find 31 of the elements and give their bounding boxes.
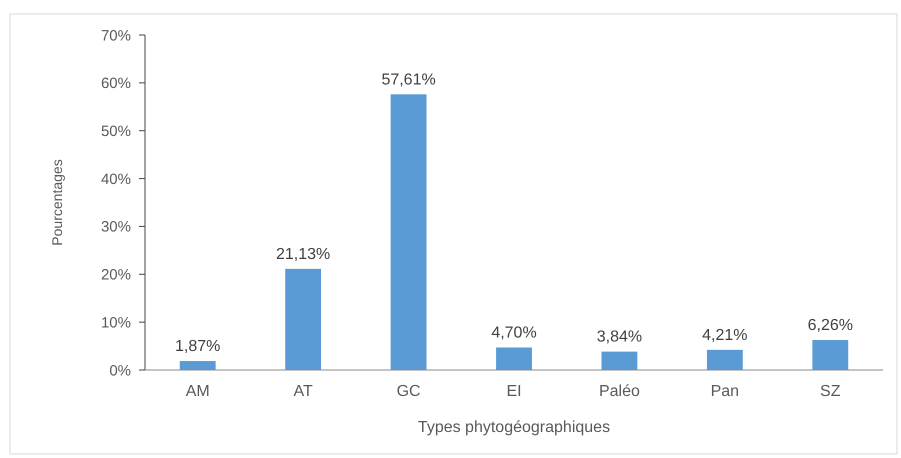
x-tick-label: Pan (710, 383, 740, 400)
data-label: 1,87% (175, 338, 220, 356)
bar (285, 268, 322, 370)
data-label: 4,70% (491, 324, 537, 342)
data-label: 4,21% (702, 326, 748, 344)
data-label: 21,13% (276, 246, 330, 263)
y-axis-title: Pourcentages (49, 159, 65, 246)
x-axis-title: Types phytogéographiques (418, 419, 610, 436)
x-tick-label: GC (396, 383, 421, 400)
bar (496, 348, 532, 370)
x-tick-label: SZ (820, 383, 841, 400)
bar (602, 352, 638, 370)
data-label: 57,61% (381, 71, 436, 88)
y-tick-label: 20% (100, 266, 131, 284)
bar (706, 350, 743, 370)
y-tick-label: 70% (100, 27, 131, 44)
y-tick-label: 40% (100, 170, 131, 188)
x-tick-label: AM (186, 383, 210, 400)
bar (180, 361, 216, 370)
y-tick-label: 10% (100, 314, 131, 332)
y-tick-label: 30% (100, 218, 131, 236)
x-tick-label: AT (294, 383, 313, 400)
y-tick-label: 0% (109, 362, 131, 380)
bar (390, 94, 426, 370)
bar (812, 340, 848, 370)
x-tick-label: Paléo (598, 383, 640, 400)
y-tick-label: 60% (100, 75, 131, 92)
data-label: 3,84% (596, 328, 642, 346)
data-label: 6,26% (808, 317, 853, 334)
x-tick-label: EI (506, 383, 522, 400)
y-tick-label: 50% (100, 122, 131, 140)
